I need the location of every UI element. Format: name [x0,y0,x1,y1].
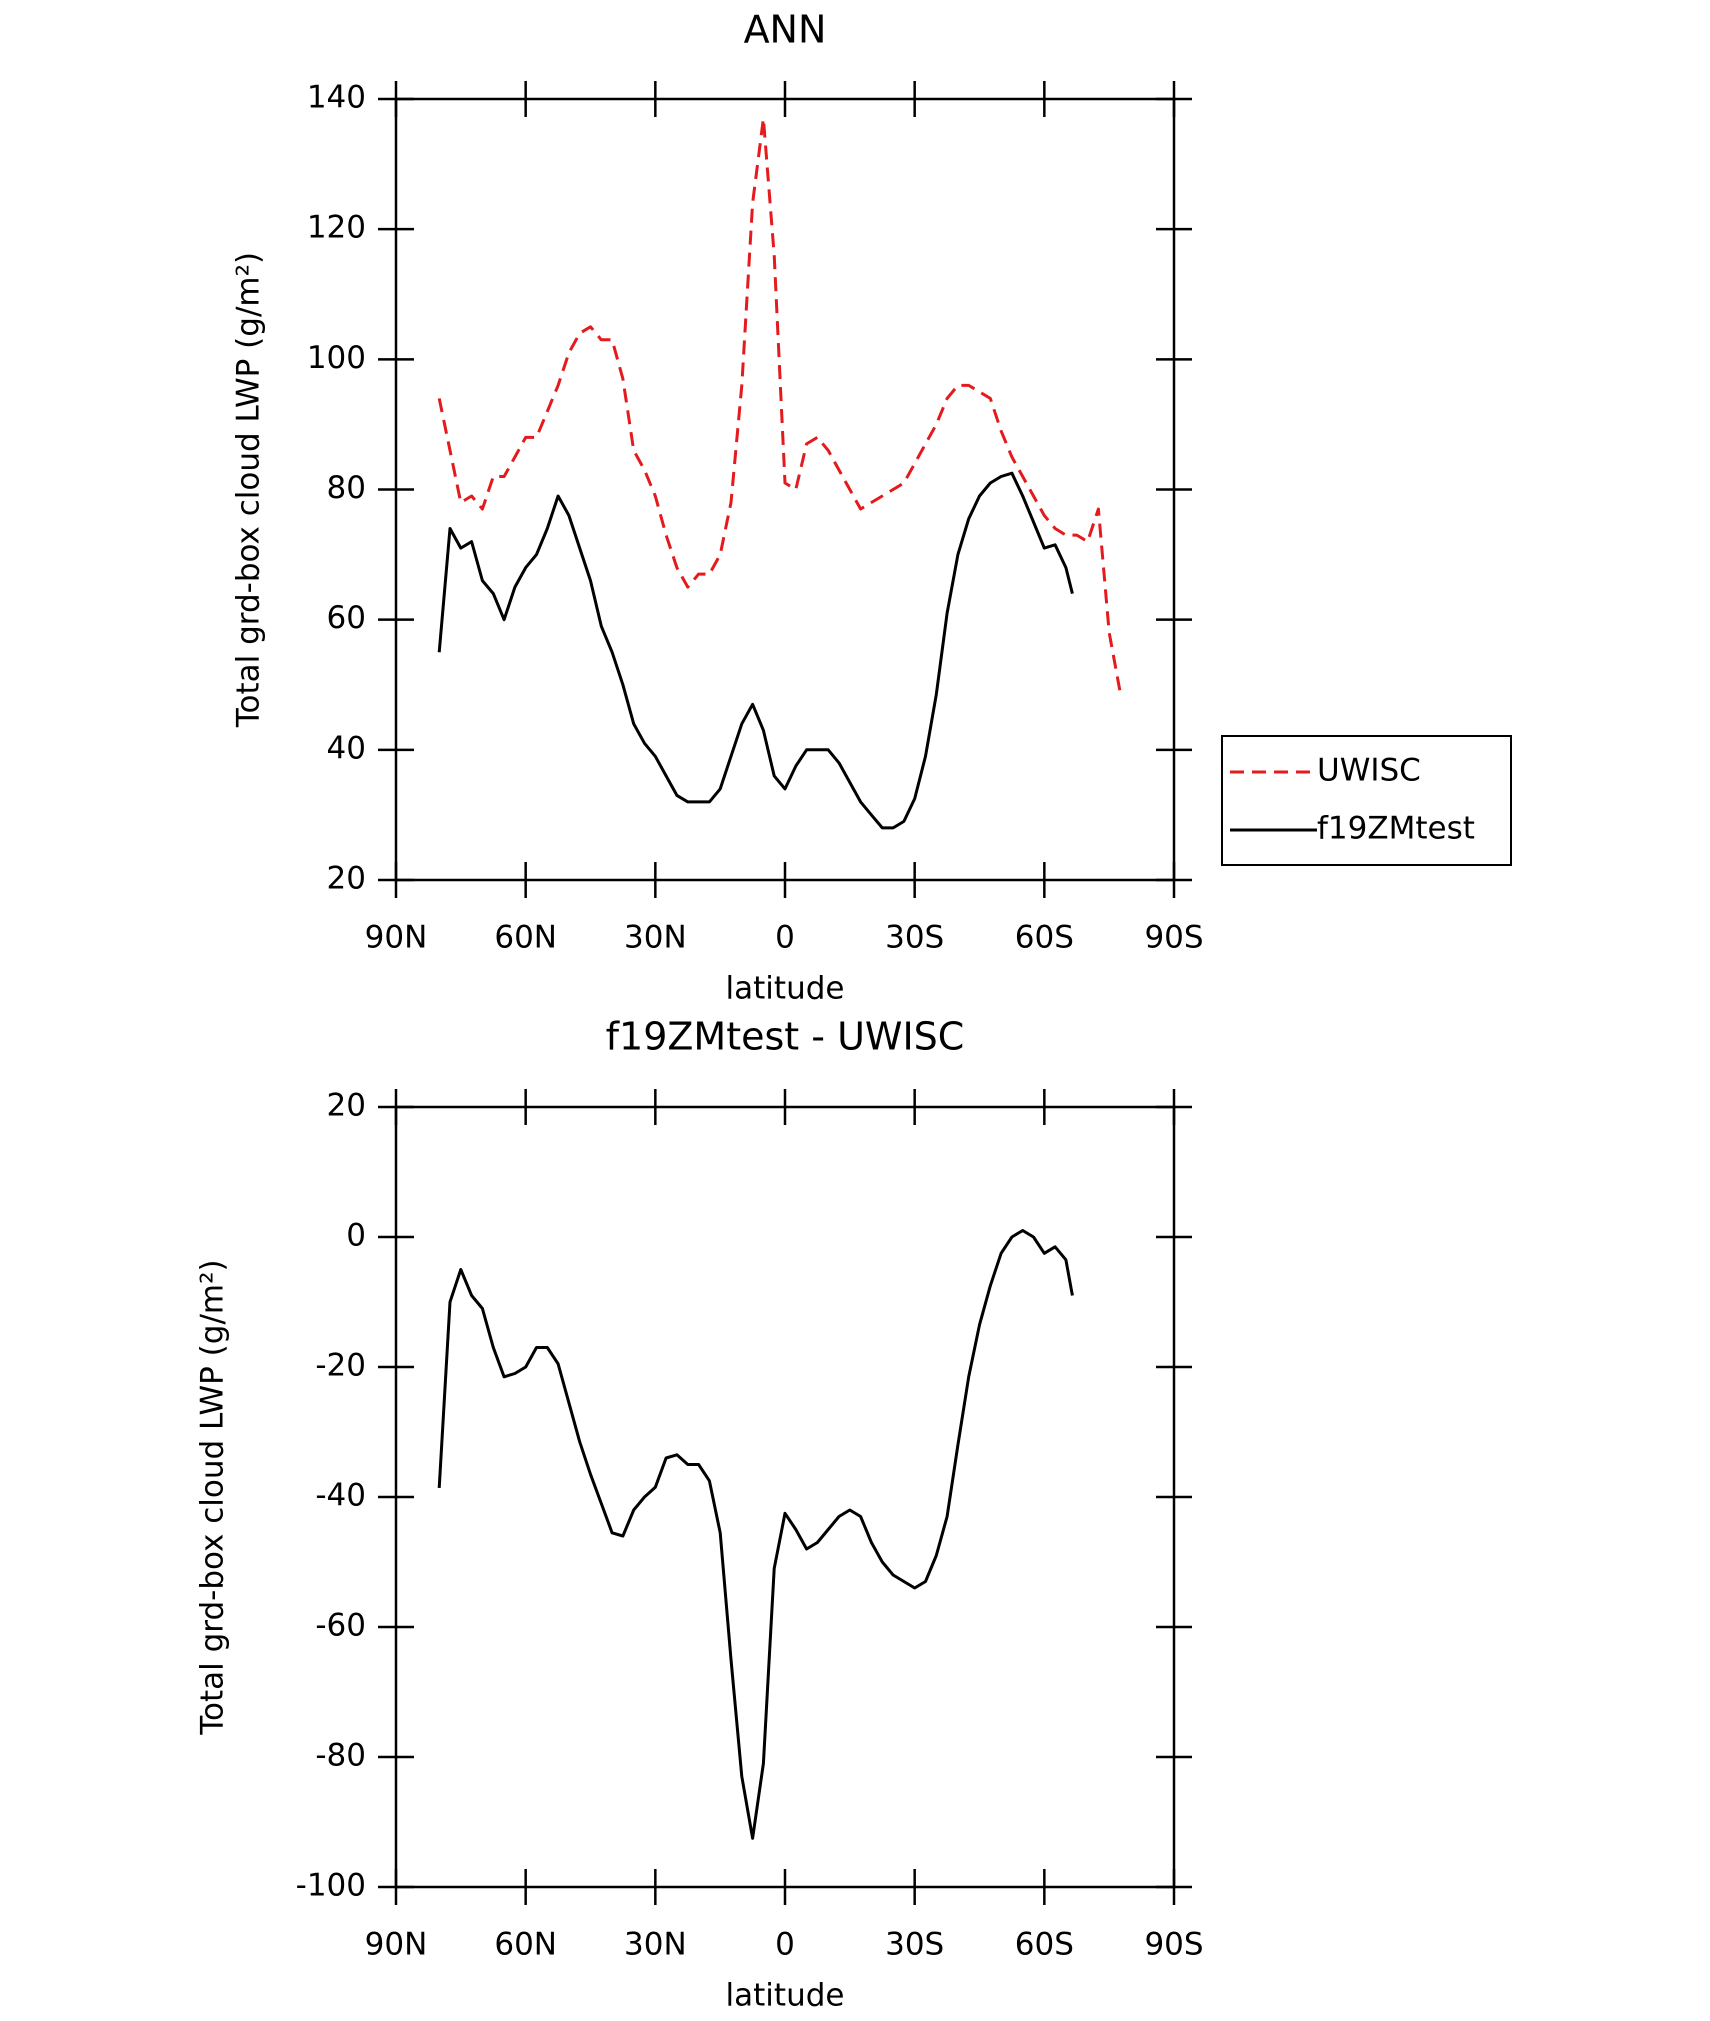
x-tick-label: 90S [1144,920,1203,956]
legend-label: f19ZMtest [1317,811,1475,847]
y-tick-label: 140 [307,80,366,116]
x-tick-label: 90N [365,920,428,956]
x-tick-label: 60N [494,1927,557,1963]
x-tick-label: 30N [624,920,687,956]
x-tick-label: 30S [885,1927,944,1963]
y-tick-label: 80 [327,470,366,506]
y-tick-label: -80 [315,1738,366,1774]
y-tick-label: -100 [296,1868,366,1904]
y-tick-label: 20 [327,1088,366,1124]
chart-title: ANN [744,8,827,52]
x-axis-label: latitude [726,1978,845,2014]
legend-box [1221,735,1512,866]
y-tick-label: 0 [346,1218,366,1254]
legend-label: UWISC [1317,753,1421,789]
y-tick-label: 120 [307,210,366,246]
x-tick-label: 60S [1015,920,1074,956]
x-tick-label: 0 [775,920,795,956]
chart-title: f19ZMtest - UWISC [606,1015,965,1059]
y-axis-label: Total grd-box cloud LWP (g/m²) [231,252,267,728]
x-tick-label: 0 [775,1927,795,1963]
y-tick-label: 60 [327,600,366,636]
y-tick-label: 100 [307,340,366,376]
x-axis-label: latitude [726,971,845,1007]
y-tick-label: -20 [315,1348,366,1384]
y-axis-label: Total grd-box cloud LWP (g/m²) [195,1259,231,1735]
x-tick-label: 30N [624,1927,687,1963]
data-line [437,117,1122,692]
x-tick-label: 90N [365,1927,428,1963]
plot-frame [394,1105,1176,1889]
x-tick-label: 30S [885,920,944,956]
x-tick-label: 60N [494,920,557,956]
data-line [437,471,1074,830]
y-tick-label: 20 [327,861,366,897]
data-line [437,1229,1074,1840]
y-tick-label: 40 [327,730,366,766]
y-tick-label: -60 [315,1608,366,1644]
x-tick-label: 90S [1144,1927,1203,1963]
x-tick-label: 60S [1015,1927,1074,1963]
plot-frame [394,97,1176,882]
y-tick-label: -40 [315,1478,366,1514]
